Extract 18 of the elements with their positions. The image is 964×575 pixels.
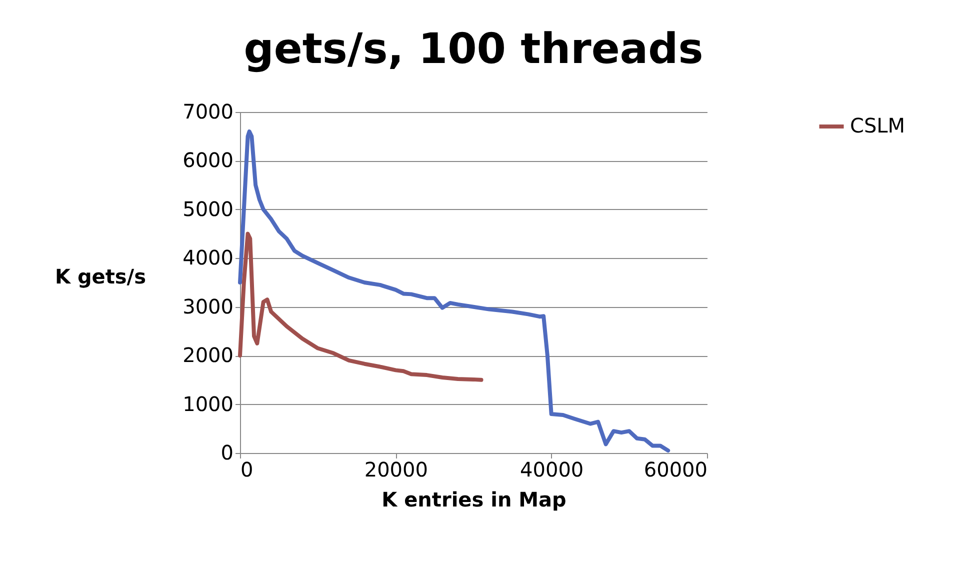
legend-label: CSLM: [850, 114, 906, 138]
x-tick-label: 0: [240, 458, 254, 482]
x-tick-label: 40000: [520, 458, 584, 482]
y-tick-label: 6000: [182, 148, 234, 172]
y-tick-label: 5000: [182, 196, 234, 221]
x-axis-title: K entries in Map: [382, 488, 566, 512]
y-tick-label: 3000: [182, 294, 234, 318]
y-tick-label: 7000: [182, 100, 234, 124]
y-tick-label: 0: [220, 440, 234, 464]
y-axis-title: K gets/s: [54, 264, 146, 288]
line-series: [238, 129, 670, 453]
x-tick-label: 20000: [364, 458, 428, 482]
chart-title: gets/s, 100 threads: [244, 24, 704, 73]
y-tick-label: 4000: [182, 246, 234, 270]
x-tick-label: 60000: [644, 458, 708, 482]
line-series: [238, 232, 484, 382]
y-tick-label: 1000: [182, 392, 234, 416]
y-tick-label: 2000: [182, 343, 234, 368]
